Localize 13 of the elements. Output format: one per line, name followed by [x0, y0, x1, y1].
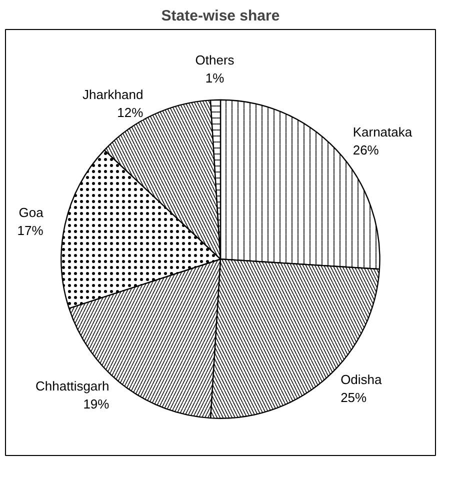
slice-label: Others: [195, 52, 235, 68]
data-label: 17%: [17, 223, 44, 238]
slice-label: Chhattisgarh: [36, 378, 110, 394]
chart-title: State-wise share: [161, 8, 280, 24]
data-label: 1%: [205, 70, 225, 86]
slice-label: Karnataka: [352, 124, 413, 140]
data-label: 25%: [340, 390, 368, 405]
slice-label: Goa: [18, 205, 44, 220]
data-label: 19%: [83, 396, 110, 412]
slice-label: Jharkhand: [82, 86, 144, 102]
slice-label: Odisha: [340, 372, 383, 387]
data-label: 26%: [352, 142, 380, 158]
data-label: 12%: [117, 104, 144, 120]
